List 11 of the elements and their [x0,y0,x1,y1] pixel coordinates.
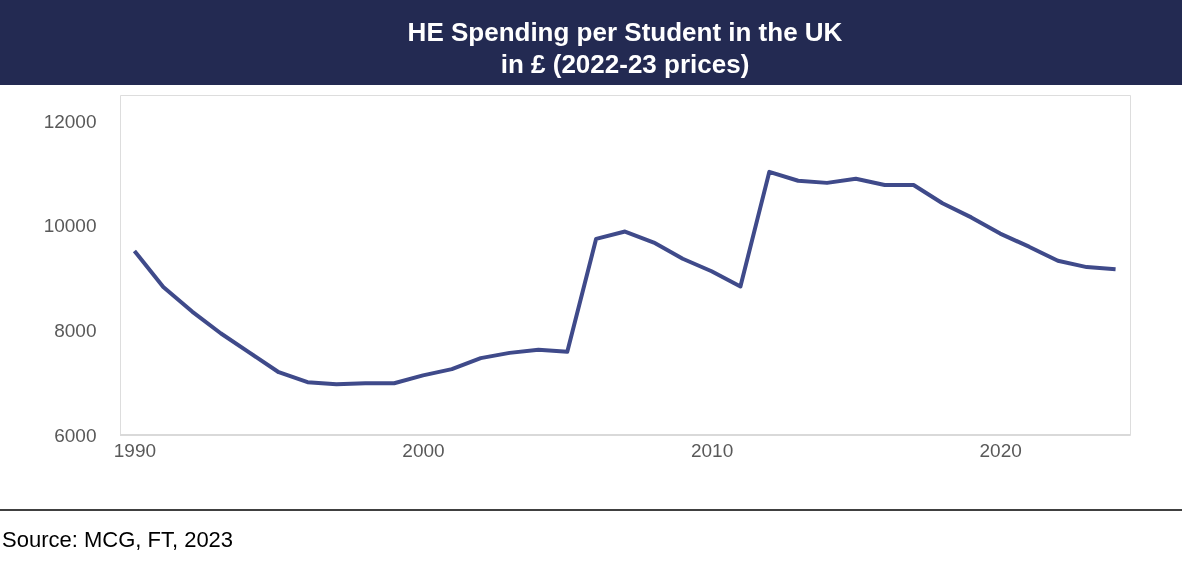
source-note: Source: MCG, FT, 2023 [2,527,234,552]
y-tick-label: 10000 [43,215,97,237]
x-tick-label: 2010 [690,439,734,461]
x-tick-label: 2020 [979,439,1022,461]
chart-title: HE Spending per Student in the UK in £ (2022-23 prices) [407,17,843,79]
y-tick-label: 6000 [54,424,97,446]
y-tick-label: 12000 [43,110,97,132]
x-tick-label: 1990 [113,439,157,461]
x-tick-label: 2000 [402,439,445,461]
line-series [132,169,1118,387]
y-tick-label: 8000 [54,319,97,341]
